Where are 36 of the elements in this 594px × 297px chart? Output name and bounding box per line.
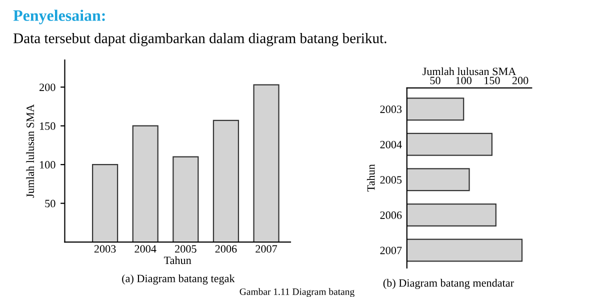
bar — [406, 238, 523, 262]
x-tick-label: 2007 — [256, 245, 278, 253]
bar — [172, 156, 199, 242]
chart-subtitle: Data tersebut dapat digambarkan dalam diagram batang berikut. — [13, 32, 386, 46]
bar — [132, 125, 158, 242]
y-tick-label: 2004 — [380, 140, 402, 148]
text: (a) Diagram batang tegak — [122, 274, 235, 285]
x-tick-label: 150 — [484, 76, 500, 84]
y-axis-title: Jumlah lulusan SMA — [26, 104, 34, 198]
y-tick-label: 50 — [45, 200, 56, 208]
x-tick-label: 200 — [512, 76, 528, 84]
x-tick-label: 2006 — [215, 245, 237, 253]
bar — [92, 164, 118, 242]
text: (b) Diagram batang mendatar — [383, 278, 514, 290]
x-tick-label: 2005 — [175, 245, 196, 253]
x-tick-label: 50 — [430, 76, 440, 84]
bar — [406, 132, 492, 156]
y-tick-label: 2006 — [380, 211, 402, 219]
x-tick-label: 2003 — [94, 245, 116, 253]
y-tick-label: 2005 — [380, 176, 402, 184]
x-axis-title: Jumlah lulusan SMA — [422, 67, 516, 76]
x-axis-title: Tahun — [164, 256, 192, 264]
y-axis-title: Tahun — [366, 164, 375, 192]
x-tick-label: 2004 — [134, 245, 156, 253]
text: Gambar 1.11 Diagram batang — [240, 288, 354, 297]
bar — [253, 84, 280, 242]
bar — [406, 203, 496, 226]
y-tick-label: 100 — [40, 161, 56, 169]
bar — [406, 98, 464, 121]
y-tick-label: 2003 — [380, 106, 402, 114]
y-tick-label: 200 — [40, 84, 56, 92]
bar — [406, 168, 470, 192]
x-tick-label: 100 — [456, 76, 472, 84]
chart-title: Penyelesaian: — [13, 10, 105, 24]
y-tick-label: 150 — [40, 122, 56, 130]
bar — [212, 120, 240, 242]
